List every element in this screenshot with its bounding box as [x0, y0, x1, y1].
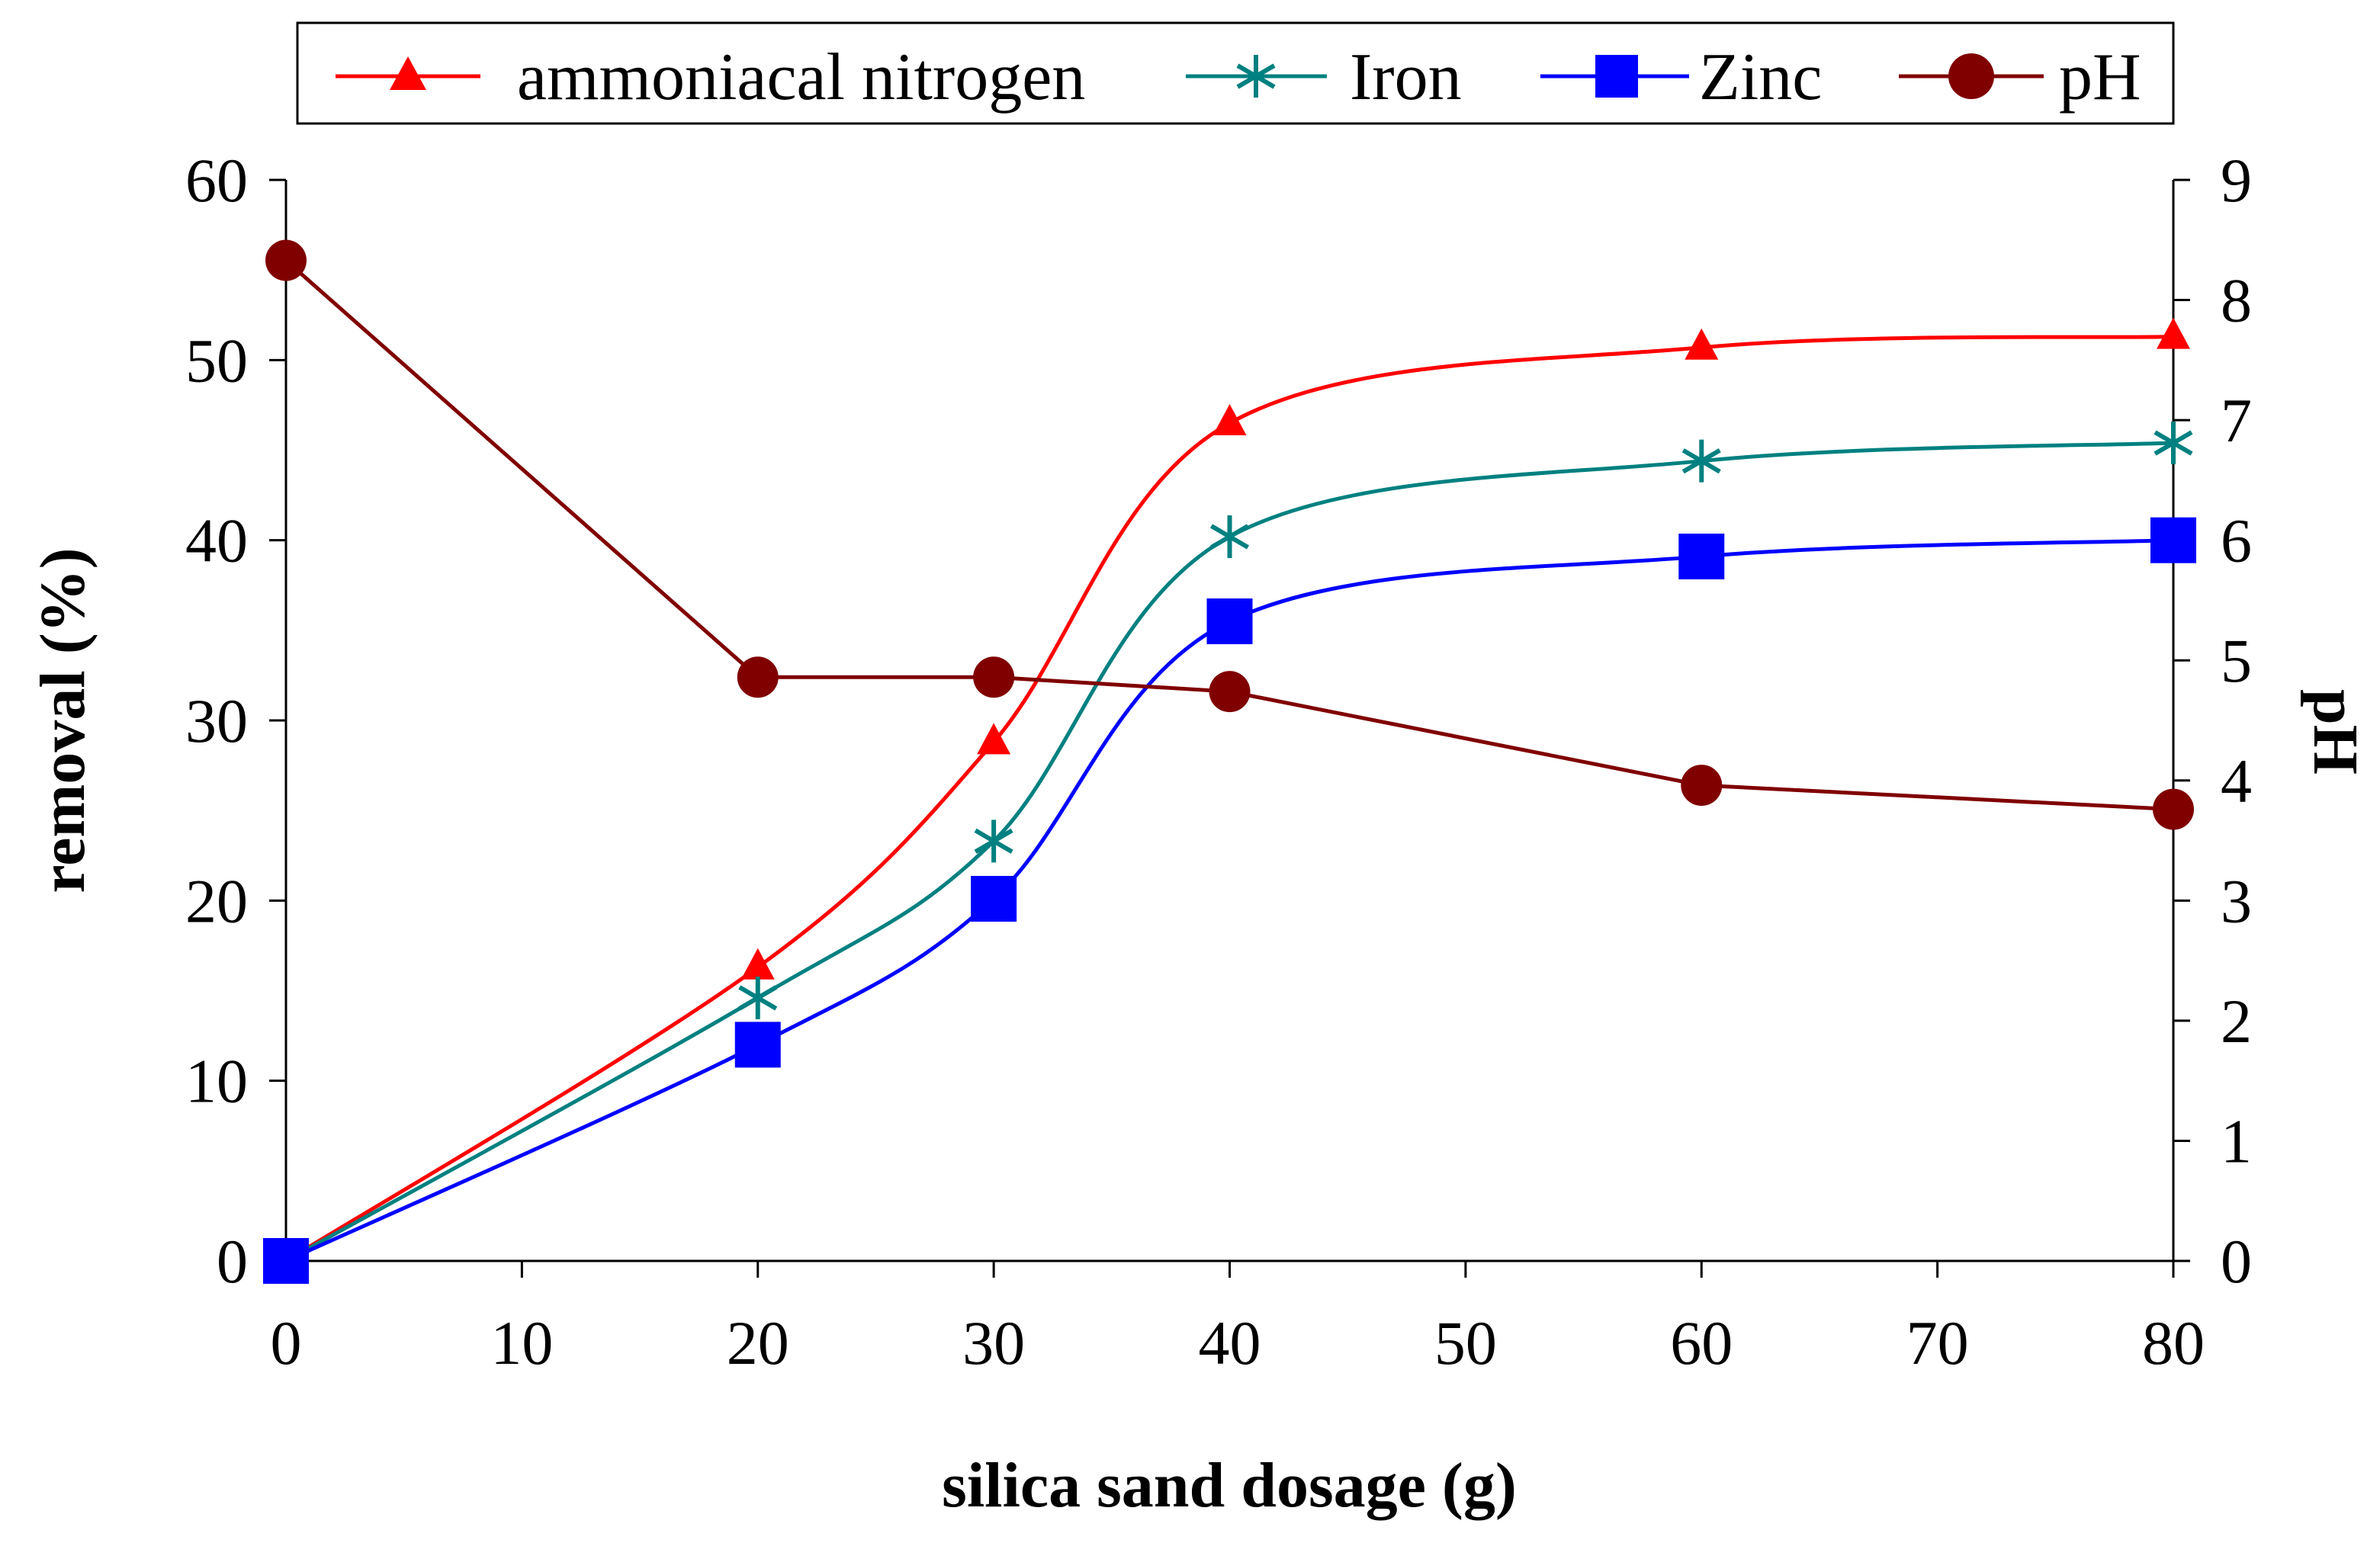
data-point-ammoniacal-nitrogen	[2157, 317, 2190, 349]
x-tick-label: 40	[1199, 1308, 1261, 1378]
x-tick-label: 30	[962, 1308, 1025, 1378]
x-tick-label: 0	[271, 1308, 302, 1378]
y2-tick-label: 8	[2221, 266, 2252, 335]
y-axis-title: removal (%)	[27, 547, 98, 893]
y2-tick-label: 0	[2221, 1227, 2252, 1296]
y2-tick-label: 1	[2221, 1106, 2252, 1176]
legend-marker-circle-icon	[1948, 53, 1994, 99]
y-tick-label: 40	[185, 506, 248, 576]
y2-tick-label: 7	[2221, 386, 2252, 455]
legend: ammoniacal nitrogen Iron Zinc pH	[296, 21, 2175, 125]
data-point-ph	[737, 656, 779, 698]
x-tick-label: 70	[1906, 1308, 1969, 1378]
data-point-iron	[2154, 422, 2193, 465]
legend-label-ammoniacal-nitrogen: ammoniacal nitrogen	[517, 40, 1085, 114]
data-point-zinc	[734, 1022, 781, 1068]
data-point-iron	[974, 820, 1013, 863]
data-point-iron	[738, 976, 778, 1019]
y2-tick-label: 5	[2221, 626, 2252, 695]
data-point-zinc	[1206, 598, 1253, 645]
x-tick-label: 10	[490, 1308, 553, 1378]
data-point-ph	[2153, 788, 2194, 830]
data-point-iron	[1681, 439, 1721, 483]
legend-marker-square-icon	[1595, 55, 1638, 98]
y-tick-label: 60	[185, 146, 248, 215]
y-tick-label: 20	[185, 866, 248, 935]
series-layer	[263, 239, 2196, 1284]
y2-axis-title: pH	[2300, 689, 2371, 775]
y-tick-label: 30	[185, 686, 248, 755]
y2-tick-label: 9	[2221, 146, 2252, 215]
legend-label-zinc: Zinc	[1699, 40, 1822, 114]
series-line-ph	[284, 258, 2174, 812]
data-point-iron	[1209, 515, 1250, 558]
y-tick-label: 50	[185, 326, 248, 395]
data-point-ph	[1681, 765, 1723, 807]
series-line-ammoniacal-nitrogen	[284, 335, 2174, 1263]
data-point-ammoniacal-nitrogen	[740, 948, 775, 980]
legend-label-iron: Iron	[1350, 40, 1462, 114]
y-tick-label: 10	[185, 1047, 248, 1116]
series-line-iron	[284, 441, 2174, 1263]
x-tick-label: 60	[1670, 1308, 1733, 1378]
axes	[284, 180, 2175, 1262]
series-line-zinc	[284, 538, 2174, 1263]
legend-label-ph: pH	[2059, 40, 2141, 114]
data-point-ph	[265, 239, 307, 281]
data-point-ammoniacal-nitrogen	[977, 723, 1011, 755]
y2-tick-label: 6	[2221, 506, 2252, 576]
x-axis-title: silica sand dosage (g)	[942, 1450, 1517, 1521]
data-point-zinc	[1678, 533, 1725, 579]
y2-tick-label: 2	[2221, 986, 2252, 1056]
data-point-ammoniacal-nitrogen	[1212, 404, 1247, 436]
legend-marker-asterisk-icon	[1236, 55, 1276, 98]
y2-tick-label: 3	[2221, 866, 2252, 935]
y2-tick-label: 4	[2221, 746, 2252, 816]
data-point-ph	[1209, 671, 1251, 713]
data-point-ammoniacal-nitrogen	[1685, 328, 1719, 360]
legend-box	[296, 21, 2175, 125]
data-point-ph	[973, 656, 1015, 698]
x-tick-label: 80	[2142, 1308, 2205, 1378]
x-tick-label: 50	[1434, 1308, 1497, 1378]
x-tick-label: 20	[727, 1308, 789, 1378]
y-tick-label: 0	[217, 1227, 248, 1296]
data-point-zinc	[971, 875, 1017, 922]
legend-marker-triangle-icon	[390, 56, 426, 90]
data-point-zinc	[263, 1238, 309, 1284]
data-point-zinc	[2150, 517, 2196, 563]
